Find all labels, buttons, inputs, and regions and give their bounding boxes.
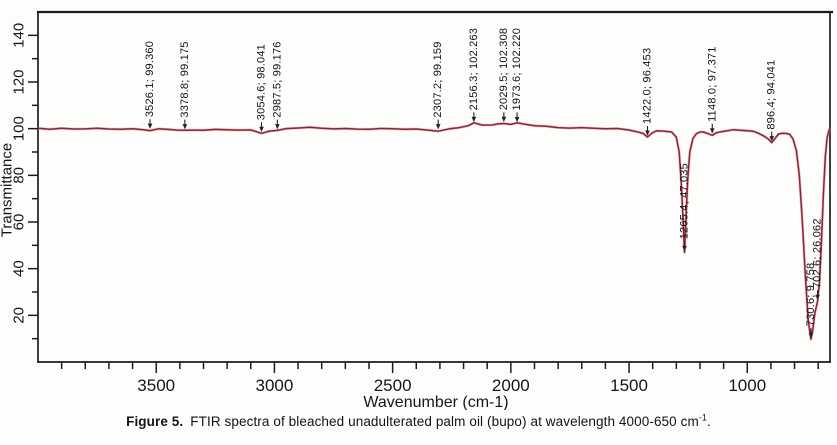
peak-label: 1148.0; 97.371	[706, 46, 718, 121]
x-axis: 3500 3000 2500 2000 1500 1000 Wavenumber (cm-1…	[60, 362, 819, 410]
x-tick-label: 1000	[728, 376, 766, 395]
y-tick-label: 120	[11, 69, 28, 94]
peak-arrow-icon	[645, 130, 650, 136]
spectrum-line	[37, 122, 831, 340]
peak-annotation: 3378.8; 99.175	[179, 41, 191, 130]
peak-arrow-icon	[147, 123, 153, 129]
peak-arrow-icon	[471, 116, 477, 123]
peak-label: 2156.3; 102.263	[468, 28, 480, 111]
peak-arrow-icon	[275, 124, 280, 130]
peak-annotation: 2307.2; 99.159	[432, 41, 444, 130]
peak-label: 3378.8; 99.175	[179, 41, 191, 117]
peak-label: 1973.6; 102.220	[511, 28, 523, 111]
peak-label: 2029.5; 102.308	[498, 28, 510, 111]
peak-label: 3526.1; 99.360	[144, 41, 156, 117]
caption-superscript: -1	[698, 412, 708, 423]
x-tick-label: 3000	[256, 376, 294, 395]
x-tick-label: 2500	[374, 376, 412, 395]
y-axis-title: Transmittance	[0, 143, 16, 237]
peak-annotation: 3526.1; 99.360	[144, 41, 156, 129]
peak-label: 702.6; 26.062	[812, 218, 824, 288]
peak-annotation: 2029.5; 102.308	[498, 28, 510, 122]
y-tick-label: 140	[11, 23, 28, 48]
peak-label: 3054.6; 98.041	[256, 44, 268, 120]
peak-annotation: 730.6; 9.758	[805, 263, 817, 338]
peak-annotation: 1148.0; 97.371	[706, 46, 718, 134]
peak-annotation: 1422.0; 96.453	[641, 48, 653, 136]
x-tick-label: 2000	[492, 376, 530, 395]
y-tick-label: 100	[11, 116, 28, 141]
peak-annotation: 702.6; 26.062	[812, 218, 824, 300]
peak-arrow-icon	[682, 245, 687, 251]
peak-annotation: 896.4; 94.041	[766, 60, 778, 142]
y-tick-label: 40	[11, 260, 28, 277]
peak-label: 1265.4; 47.035	[679, 163, 691, 239]
y-tick-label: 20	[11, 307, 28, 324]
peak-annotation: 2987.5; 99.176	[271, 41, 283, 130]
x-tick-label: 3500	[137, 376, 175, 395]
peak-arrow-icon	[259, 126, 264, 132]
y-tick-label: 60	[11, 214, 28, 231]
peak-arrow-icon	[769, 136, 775, 142]
peak-arrow-icon	[815, 294, 820, 300]
peak-arrow-icon	[709, 128, 715, 134]
peak-label: 2987.5; 99.176	[271, 41, 283, 117]
peak-label: 730.6; 9.758	[805, 263, 817, 327]
y-axis: 20 40 60 80 100 120 140 Transmittance	[0, 23, 38, 340]
peak-annotation: 1973.6; 102.220	[511, 28, 523, 123]
peak-annotation: 2156.3; 102.263	[468, 28, 480, 123]
spectrum-line-halo	[37, 121, 832, 341]
x-tick-label: 1500	[610, 376, 648, 395]
peak-annotation: 3054.6; 98.041	[256, 44, 268, 132]
caption-label: Figure 5.	[126, 414, 184, 429]
peak-arrow-icon	[808, 332, 814, 338]
x-axis-title: Wavenumber (cm-1)	[363, 394, 508, 410]
peak-annotations: 3526.1; 99.360 3378.8; 99.175 3054.6; 98.0…	[144, 28, 824, 338]
spectrum-chart: 3500 3000 2500 2000 1500 1000 Wavenumber (cm-1…	[0, 10, 834, 410]
peak-label: 2307.2; 99.159	[432, 41, 444, 117]
peak-annotation: 1265.4; 47.035	[679, 163, 691, 251]
figure-caption: Figure 5. FTIR spectra of bleached unadul…	[0, 412, 837, 429]
caption-tail: .	[707, 414, 711, 429]
caption-body: FTIR spectra of bleached unadulterated p…	[190, 414, 699, 429]
peak-arrow-icon	[182, 124, 188, 130]
peak-label: 1422.0; 96.453	[641, 48, 653, 124]
plot-border	[36, 10, 834, 363]
spectrum-curve	[37, 121, 832, 341]
y-tick-label: 80	[11, 167, 28, 184]
peak-label: 896.4; 94.041	[766, 60, 778, 130]
peak-arrow-icon	[501, 116, 507, 122]
peak-arrow-icon	[435, 124, 441, 130]
peak-arrow-icon	[514, 116, 520, 123]
